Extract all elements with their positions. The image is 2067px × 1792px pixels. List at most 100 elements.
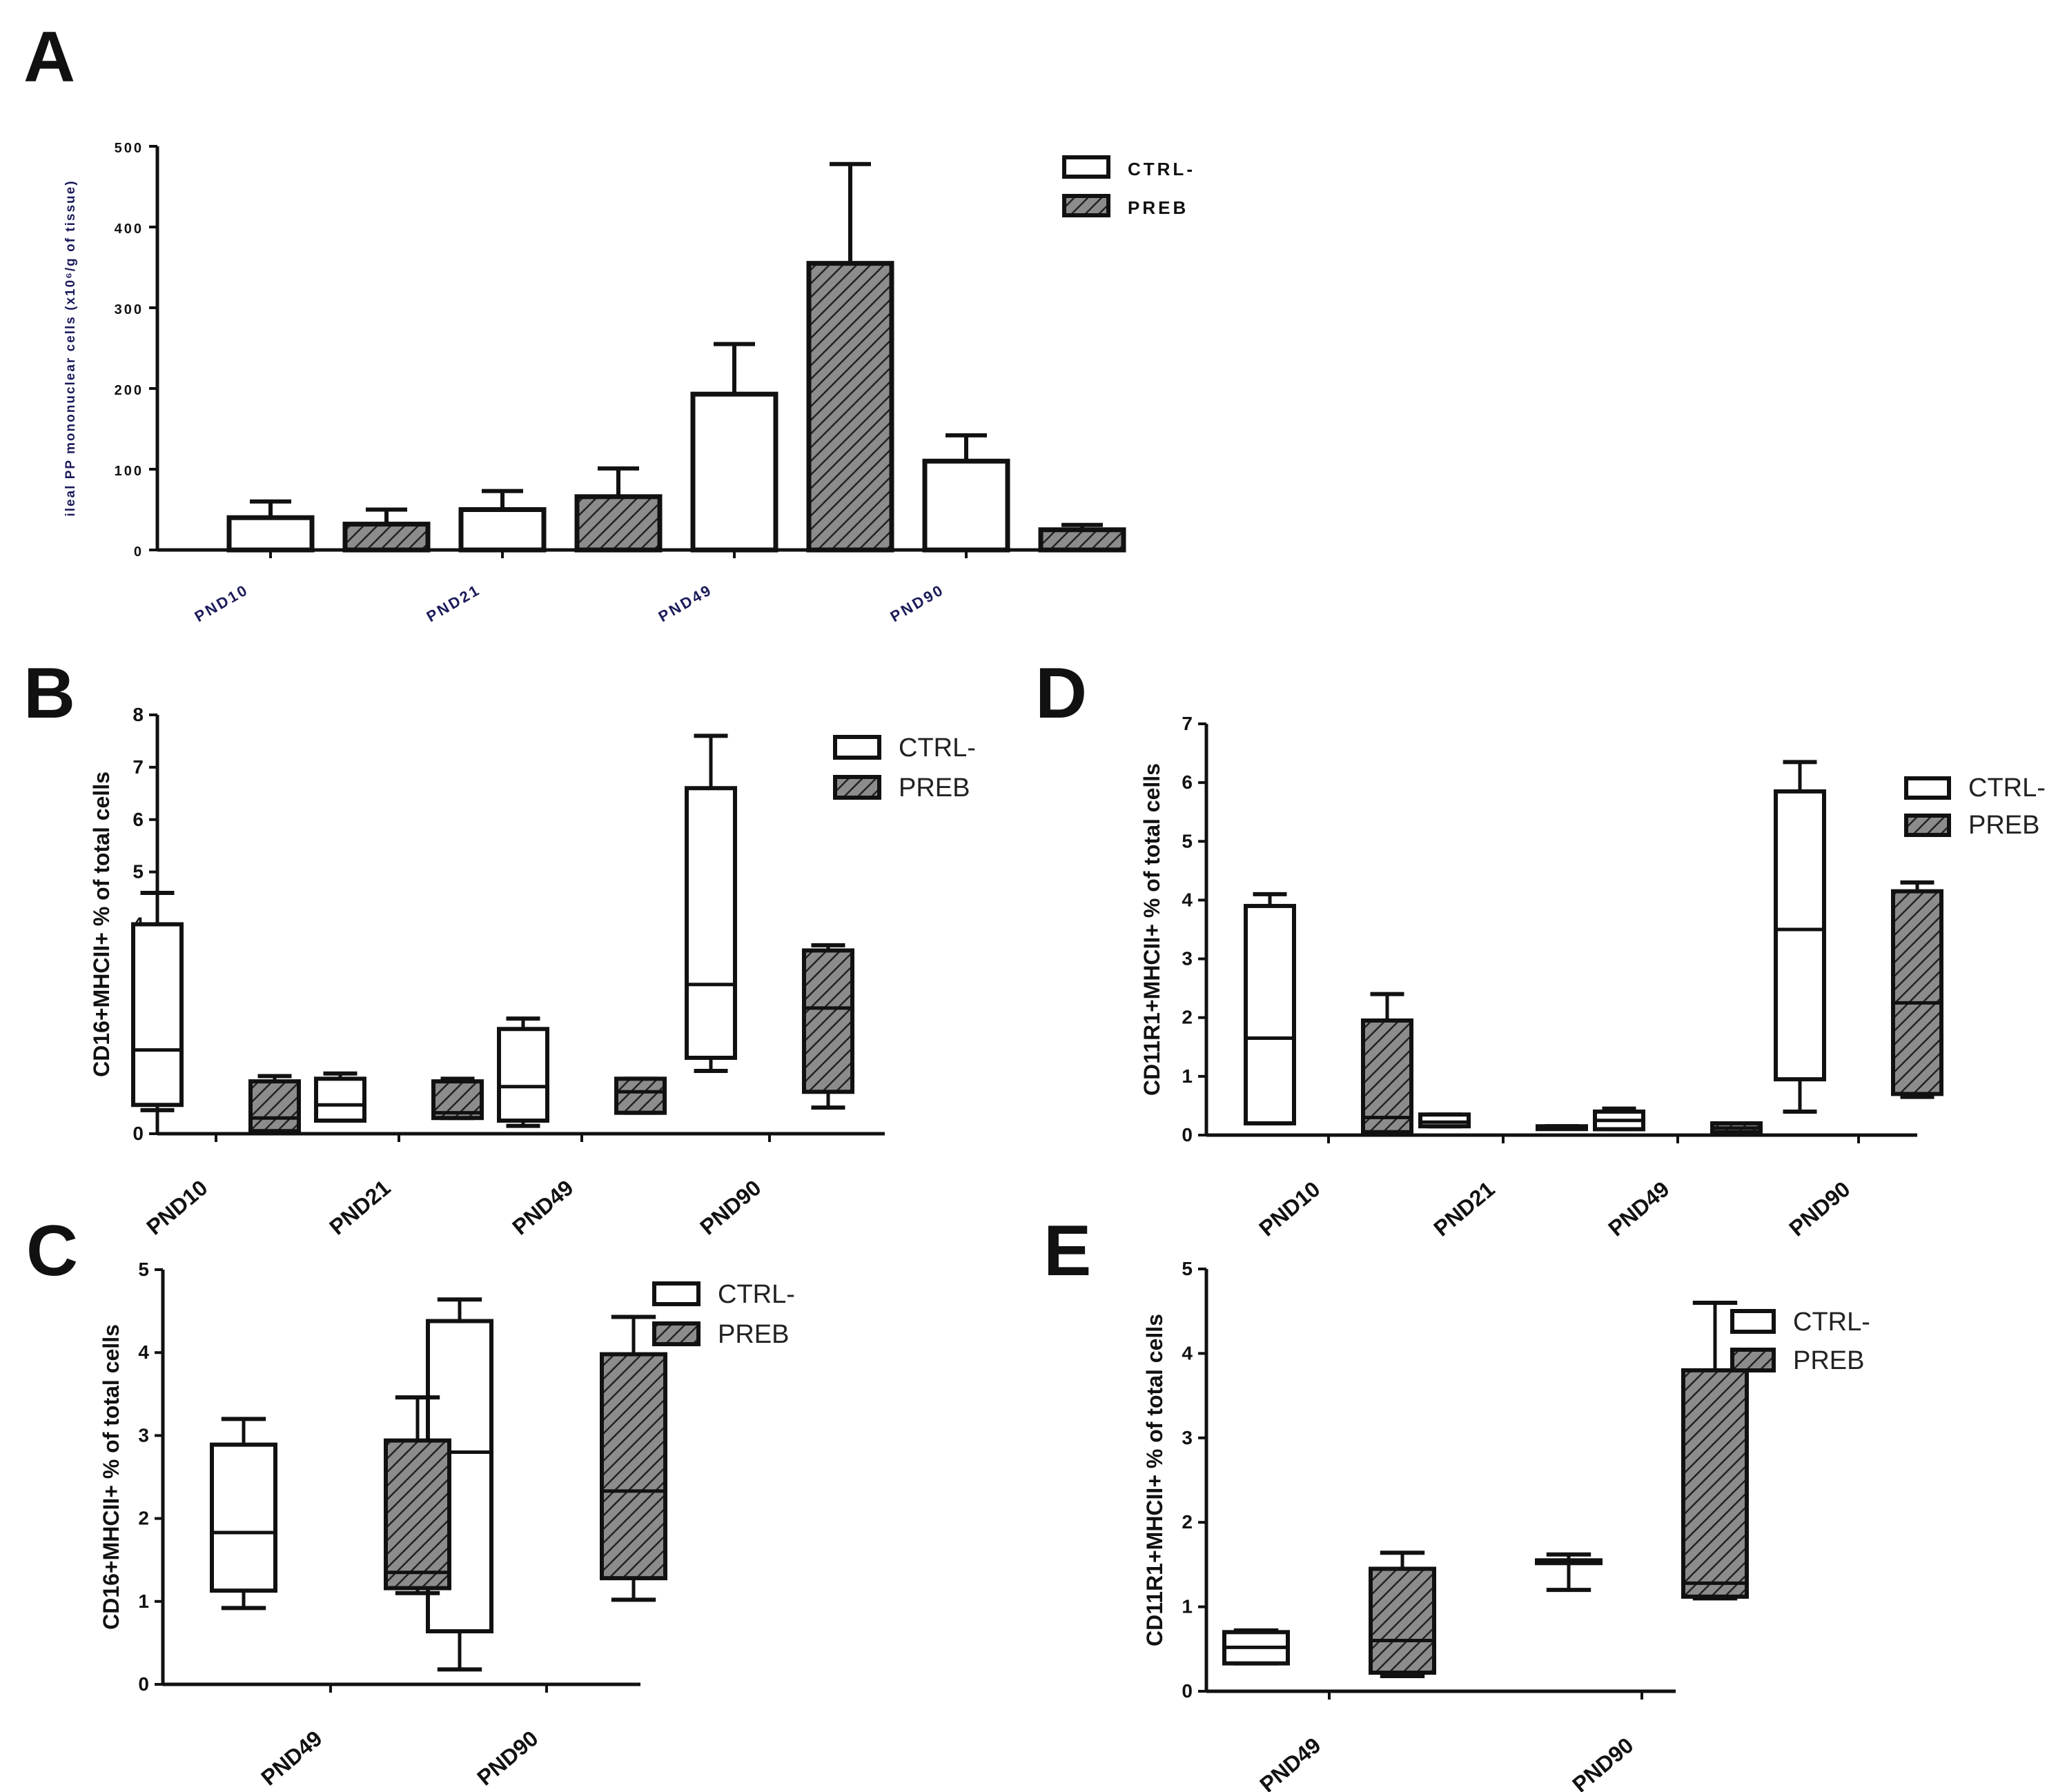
y-tick-label: 2 [1182,1007,1193,1028]
panel-letter: D [1035,653,1087,733]
legend-label: CTRL- [1128,159,1195,179]
legend-label: PREB [718,1320,789,1349]
legend-swatch [1730,1348,1776,1372]
x-tick-label: PND90 [472,1726,542,1791]
legend-label: CTRL- [1968,774,2046,803]
bar-preb [342,522,431,553]
x-tick-label: PND90 [1784,1176,1854,1241]
x-tick-label: PND49 [656,581,716,626]
y-tick-label: 4 [1182,889,1193,910]
legend-label: CTRL- [1793,1308,1870,1337]
y-tick-label: 1 [1182,1065,1193,1087]
y-tick-label: 6 [133,809,144,830]
box-ctrl [1418,1112,1471,1129]
y-tick-label: 400 [115,221,144,237]
x-tick-label: PND10 [1254,1176,1324,1241]
legend-swatch [1904,776,1951,800]
panel-b: B012345678CD16+MHCII+ % of total cellsPN… [23,653,976,1240]
x-tick-label: PND49 [256,1726,326,1791]
y-tick-label: 4 [1182,1342,1193,1363]
box-ctrl [685,786,737,1060]
x-tick-label: PND49 [1255,1733,1325,1792]
box-preb [384,1438,451,1591]
legend-swatch [1062,155,1110,179]
y-tick-label: 7 [133,756,144,778]
box-preb [802,948,854,1094]
legend-swatch [652,1321,701,1346]
legend-swatch [833,735,881,760]
legend-label: CTRL- [899,733,976,762]
y-tick-label: 1 [1182,1596,1193,1617]
box-ctrl [210,1442,277,1593]
y-tick-label: 2 [1182,1511,1193,1533]
legend-swatch [1730,1309,1776,1334]
box-ctrl [497,1027,549,1123]
legend-label: PREB [899,774,970,803]
y-tick-label: 1 [138,1591,149,1612]
legend-label: PREB [1128,197,1188,218]
y-tick-label: 0 [133,1123,144,1144]
legend-swatch [833,775,881,800]
y-axis-label: CD16+MHCII+ % of total cells [89,771,114,1077]
panel-e: E 0 1 2 3 4 5 CD11R1+MHCII+ % of total cells PND… [1044,1211,1870,1792]
y-tick-label: 3 [1182,1427,1193,1448]
box-ctrl [131,922,184,1107]
x-tick-label: PND49 [1603,1176,1674,1241]
y-tick-label: 200 [115,383,144,398]
legend-swatch [1062,194,1110,217]
bar-preb [806,261,894,553]
panel-letter: B [23,653,75,733]
panel-d: D 0 1 2 3 4 5 6 7 CD11R1+MHCII+ % of total cells P… [1035,653,2046,1241]
x-tick-label: PND90 [695,1175,765,1240]
panel-c: C 0 1 2 3 4 5 CD16+MHCII+ % of total cells PND49… [26,1211,795,1791]
box-preb [614,1076,667,1115]
y-axis-label: ileal PP mononuclear cells (x10⁶/g of ti… [63,179,78,516]
x-tick-label: PND10 [192,581,252,626]
panel-letter: A [23,17,75,97]
y-tick-label: 2 [138,1508,149,1529]
legend-label: PREB [1793,1346,1864,1375]
box-preb [1361,1018,1413,1134]
box-preb [600,1352,667,1581]
legend-label: PREB [1968,811,2039,840]
panel-a: A 0 100 200 300 400 500 ileal PP mononuclear ce… [23,17,1195,626]
y-axis-label: CD11R1+MHCII+ % of total cells [1142,1314,1167,1646]
y-axis-label: CD11R1+MHCII+ % of total cells [1139,763,1164,1096]
y-tick-label: 100 [115,464,144,479]
y-tick-label: 8 [133,704,144,725]
legend-swatch [652,1281,701,1306]
y-tick-label: 500 [115,141,144,156]
bar-ctrl [922,458,1010,553]
panel-letter: C [26,1211,78,1291]
panel-letter: E [1044,1211,1091,1291]
y-tick-label: 3 [1182,948,1193,969]
y-tick-label: 4 [138,1341,149,1363]
y-tick-label: 300 [115,302,144,317]
y-tick-label: 0 [134,544,144,560]
x-tick-label: PND21 [424,581,484,626]
y-tick-label: 6 [1182,771,1193,793]
box-preb [1891,889,1943,1096]
x-tick-label: PND49 [507,1175,578,1240]
y-tick-label: 5 [1182,1258,1193,1279]
bar-ctrl [690,391,778,553]
bar-preb [574,494,663,553]
y-tick-label: 3 [138,1424,149,1446]
x-tick-label: PND90 [888,581,948,626]
y-tick-label: 7 [1182,713,1193,734]
x-tick-label: PND21 [324,1175,395,1240]
y-tick-label: 0 [1182,1124,1193,1145]
y-tick-label: 5 [138,1259,149,1280]
y-tick-label: 0 [138,1673,149,1695]
legend-swatch [1904,814,1951,837]
box-preb [248,1079,301,1134]
box-preb [1681,1368,1749,1599]
x-tick-label: PND90 [1567,1733,1638,1792]
y-tick-label: 0 [1182,1680,1193,1702]
box-ctrl [1244,903,1296,1125]
box-preb [1369,1566,1436,1675]
box-ctrl [1774,789,1826,1082]
y-tick-label: 5 [133,861,144,883]
box-ctrl [314,1076,366,1123]
